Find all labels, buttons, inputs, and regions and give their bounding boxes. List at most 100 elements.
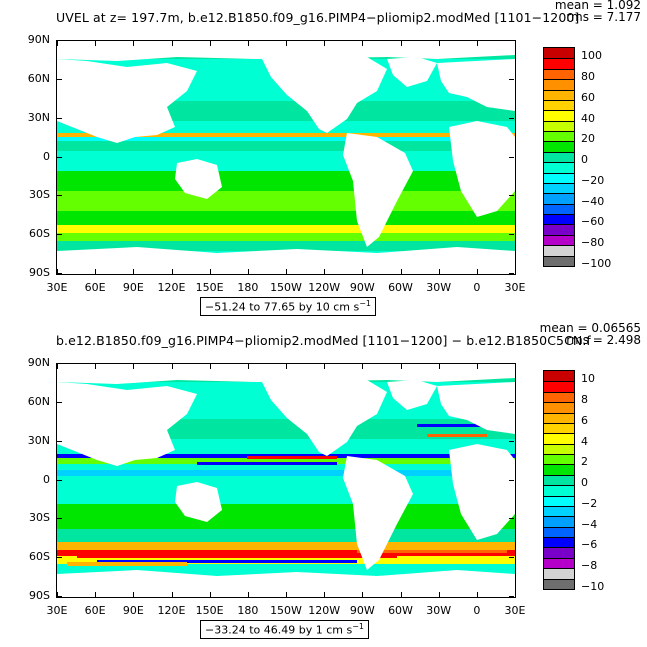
labelbar-swatch (544, 422, 574, 434)
labelbar-swatch (544, 381, 574, 392)
latitude-label: 60N (27, 394, 50, 408)
land-shape (437, 59, 515, 111)
longitude-label: 120W (308, 604, 341, 617)
longitude-label: 120E (157, 604, 186, 617)
land-shape (57, 364, 515, 384)
map-plot (56, 363, 516, 598)
latitude-tick (57, 518, 62, 520)
labelbar-swatch (544, 464, 574, 475)
labelbar-swatch (544, 245, 574, 256)
labelbar-swatch (544, 391, 574, 403)
labelbar-swatch (544, 89, 574, 100)
latitude-label: 0 (43, 472, 50, 486)
latitude-tick (509, 479, 514, 481)
labelbar-label: −100 (581, 257, 612, 270)
land-shape (57, 59, 197, 143)
longitude-label: 150W (270, 281, 302, 294)
mean-stat: mean = 1.092 (554, 0, 641, 12)
latitude-label: 30S (29, 511, 50, 525)
latitude-tick (57, 440, 62, 442)
latitude-label: 90N (27, 33, 50, 46)
labelbar-label: 2 (581, 455, 588, 469)
labelbar-swatch (544, 505, 574, 517)
land-shape (387, 57, 437, 87)
latitude-tick (57, 117, 62, 119)
labelbar-label: 0 (581, 153, 588, 167)
latitude-tick (57, 401, 62, 403)
velocity-band (57, 191, 515, 211)
labelbar-swatch (544, 537, 574, 548)
land-shape (57, 41, 515, 61)
land-shape (343, 133, 413, 247)
latitude-label: 60N (27, 71, 50, 85)
labelbar-label: −40 (581, 194, 605, 208)
longitude-tick (171, 364, 173, 369)
velocity-band (57, 476, 515, 504)
longitude-label: 150E (195, 281, 224, 294)
longitude-tick (171, 269, 173, 274)
longitude-tick (95, 41, 97, 46)
longitude-tick (133, 269, 135, 274)
velocity-streak (97, 560, 357, 563)
longitude-label: 30E (504, 604, 526, 617)
land-shape (387, 380, 437, 410)
labelbar-swatch (544, 412, 574, 423)
longitude-label: 180 (237, 281, 259, 294)
velocity-band (57, 211, 515, 225)
longitude-label: 120E (157, 281, 186, 294)
latitude-tick (509, 596, 514, 597)
longitude-tick (95, 364, 97, 369)
labelbar-swatch (544, 131, 574, 142)
longitude-tick (209, 364, 211, 369)
latitude-tick (57, 40, 62, 41)
velocity-band (57, 137, 515, 141)
latitude-tick (509, 78, 514, 80)
longitude-label: 0 (473, 604, 481, 617)
latitude-label: 90S (29, 589, 50, 602)
velocity-band (57, 504, 515, 529)
longitude-tick (438, 269, 440, 274)
velocity-band (57, 151, 515, 171)
labelbar-swatch (544, 495, 574, 506)
labelbar-swatch (544, 224, 574, 235)
longitude-tick (286, 364, 287, 369)
labelbar-swatch (544, 162, 574, 173)
longitude-tick (209, 41, 211, 46)
rms-stat: rms = 2.498 (566, 333, 641, 347)
longitude-tick (247, 364, 249, 369)
velocity-band (57, 458, 515, 464)
labelbar-swatch (544, 79, 574, 90)
longitude-tick (438, 592, 440, 597)
velocity-band (57, 470, 515, 476)
velocity-band (57, 141, 515, 151)
latitude-tick (57, 156, 62, 158)
land-shape (449, 444, 515, 540)
land-shape (57, 247, 515, 274)
map-svg (57, 41, 515, 274)
longitude-tick (400, 592, 402, 597)
labelbar-swatch (544, 547, 574, 558)
labelbar-label: −20 (581, 173, 605, 187)
longitude-label: 30E (46, 604, 68, 617)
latitude-tick (509, 234, 514, 236)
land-shape (57, 382, 197, 466)
velocity-band (57, 225, 515, 233)
map-plot (56, 40, 516, 275)
labelbar-label: 60 (581, 90, 595, 104)
labelbar-swatch (544, 485, 574, 496)
longitude-label: 90E (122, 604, 144, 617)
panel-title: UVEL at z= 197.7m, b.e12.B1850.f09_g16.P… (56, 10, 580, 25)
latitude-tick (509, 401, 514, 403)
velocity-band (57, 529, 515, 542)
labelbar-swatch (544, 526, 574, 538)
labelbar-label: 10 (581, 372, 595, 386)
land-shape (175, 159, 222, 199)
longitude-tick (133, 592, 135, 597)
longitude-tick (286, 269, 287, 274)
longitude-tick (324, 592, 326, 597)
labelbar-swatch (544, 203, 574, 215)
longitude-tick (362, 592, 364, 597)
labelbar-swatch (544, 443, 574, 455)
longitude-tick (362, 364, 364, 369)
longitude-tick (476, 592, 478, 597)
